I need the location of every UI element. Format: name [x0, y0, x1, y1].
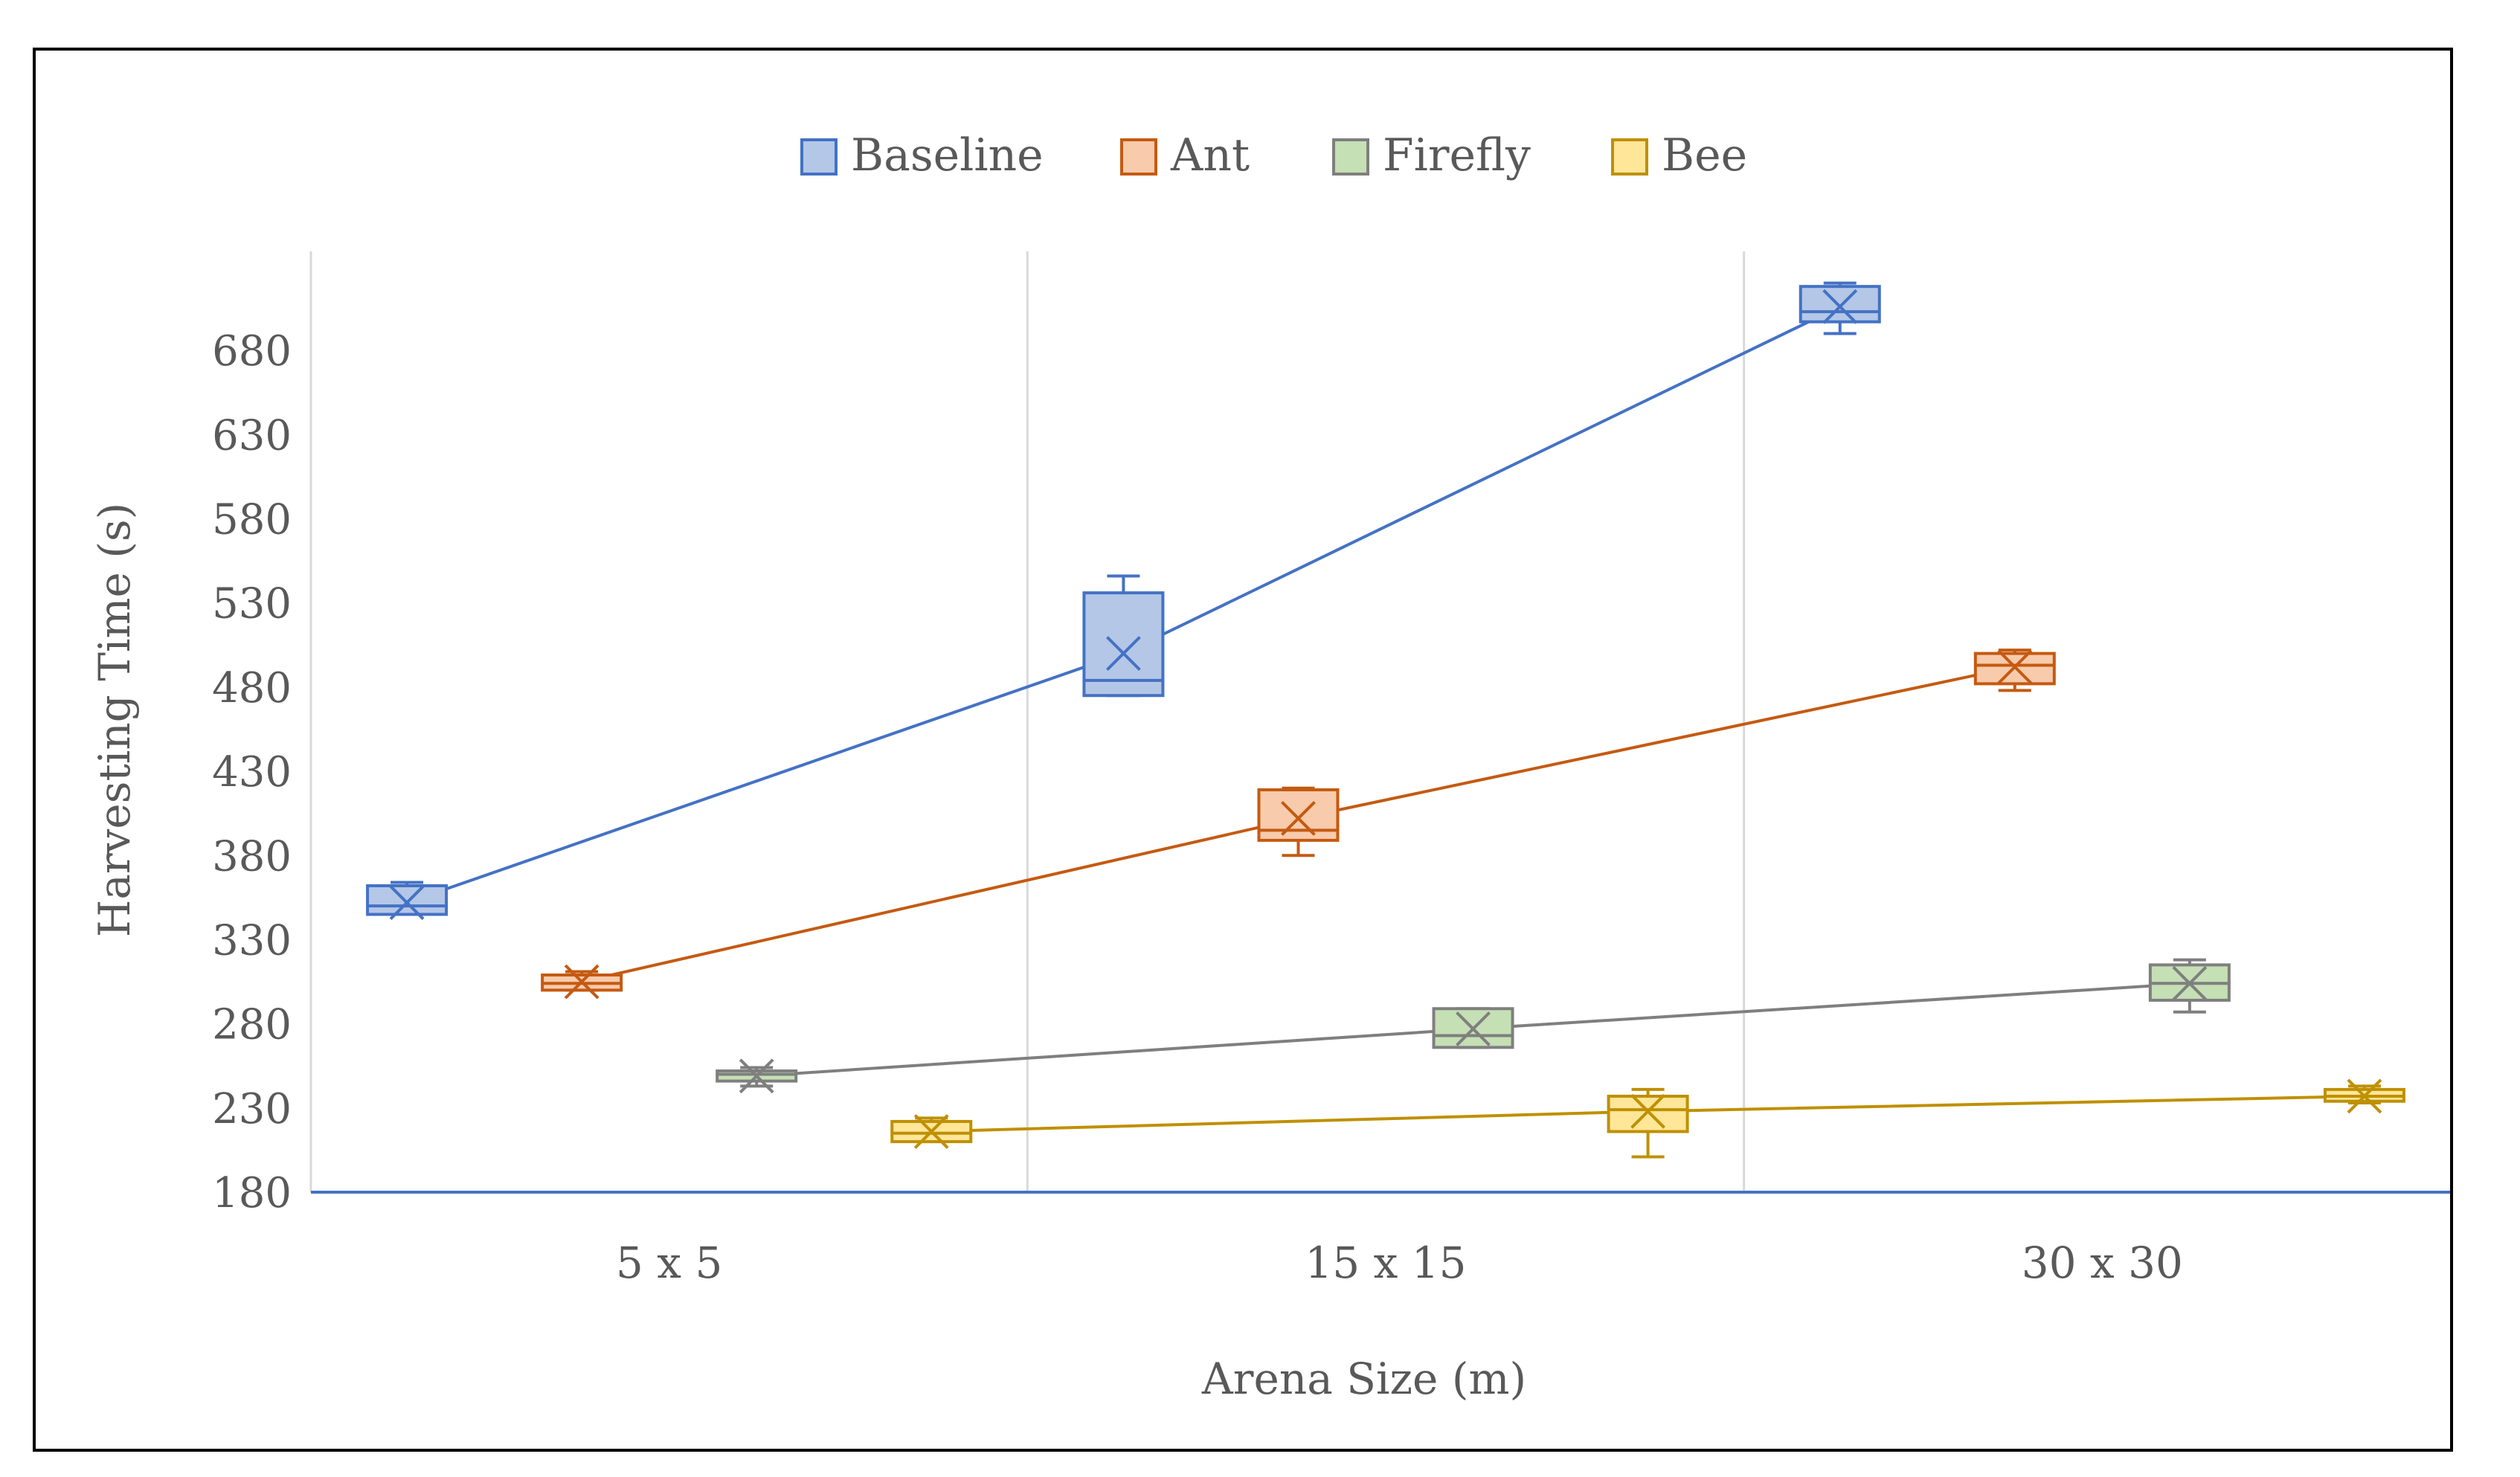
legend-swatch [800, 138, 838, 176]
series-firefly [716, 958, 2231, 1094]
mean-marker [1822, 289, 1858, 324]
legend-item-ant[interactable]: Ant [1120, 129, 1250, 181]
legend-item-firefly[interactable]: Firefly [1332, 129, 1531, 181]
box [2323, 1078, 2405, 1114]
legend-label: Bee [1662, 129, 1747, 181]
series-bee [890, 1078, 2405, 1159]
x-axis-title: Arena Size (m) [1201, 1354, 1526, 1404]
box [1799, 281, 1881, 335]
box-body [1607, 1094, 1689, 1133]
box-plot-chart: 180 230 280 330 380 430 480 530 580 630 680 5 x 5 15… [89, 129, 2450, 1404]
box [2148, 958, 2231, 1014]
y-tick-label: 680 [212, 327, 292, 376]
series-baseline [366, 281, 1881, 921]
box [1082, 574, 1165, 698]
box-body [890, 1119, 973, 1144]
grid-layer [309, 251, 1746, 1192]
box [541, 964, 623, 1000]
mean-marker [1456, 1011, 1491, 1046]
x-tick-label: 30 x 30 [2022, 1238, 2183, 1288]
y-tick-label: 330 [212, 916, 292, 965]
series-layer [366, 281, 2405, 1159]
y-tick-label: 430 [212, 748, 292, 797]
legend: Baseline Ant Firefly Bee [800, 129, 1747, 181]
mean-marker [389, 885, 425, 921]
mean-marker [1630, 1093, 1665, 1129]
y-tick-label: 580 [212, 496, 292, 544]
box-body [366, 884, 449, 916]
legend-item-bee[interactable]: Bee [1611, 129, 1747, 181]
y-tick-label: 230 [212, 1085, 292, 1133]
y-tick-label: 530 [212, 580, 292, 628]
mean-marker [1997, 649, 2033, 685]
axis-layer: 180 230 280 330 380 430 480 530 580 630 680 5 x 5 15… [212, 327, 2450, 1288]
legend-label: Ant [1170, 129, 1250, 181]
legend-item-baseline[interactable]: Baseline [800, 129, 1044, 181]
legend-label: Baseline [851, 129, 1044, 181]
box [1257, 786, 1340, 857]
box-body [1799, 285, 1881, 324]
y-tick-label: 280 [212, 1001, 292, 1049]
y-axis-title: Harvesting Time (s) [89, 503, 140, 938]
box [366, 881, 449, 921]
mean-marker [913, 1114, 949, 1149]
legend-swatch [1611, 138, 1648, 176]
legend-swatch [1120, 138, 1157, 176]
box [1607, 1087, 1689, 1159]
mean-marker [1281, 801, 1316, 836]
y-tick-label: 480 [212, 664, 292, 712]
x-tick-label: 5 x 5 [616, 1238, 722, 1288]
legend-swatch [1332, 138, 1369, 176]
series-ant [541, 649, 2056, 1000]
box [1973, 649, 2056, 692]
mean-marker [2347, 1078, 2382, 1114]
y-tick-label: 630 [212, 411, 292, 460]
mean-marker [739, 1058, 774, 1094]
box [1432, 1007, 1514, 1049]
mean-marker [564, 964, 600, 1000]
chart-frame: 180 230 280 330 380 430 480 530 580 630 680 5 x 5 15… [33, 48, 2453, 1452]
x-tick-label: 15 x 15 [1305, 1238, 1466, 1288]
mean-marker [1106, 636, 1141, 672]
mean-marker [2172, 965, 2208, 1001]
legend-label: Firefly [1383, 129, 1531, 181]
y-tick-label: 380 [212, 832, 292, 881]
box [890, 1114, 973, 1149]
box [716, 1058, 798, 1094]
y-tick-label: 180 [212, 1169, 292, 1217]
box-body [1082, 591, 1165, 698]
box-body [1257, 788, 1340, 842]
